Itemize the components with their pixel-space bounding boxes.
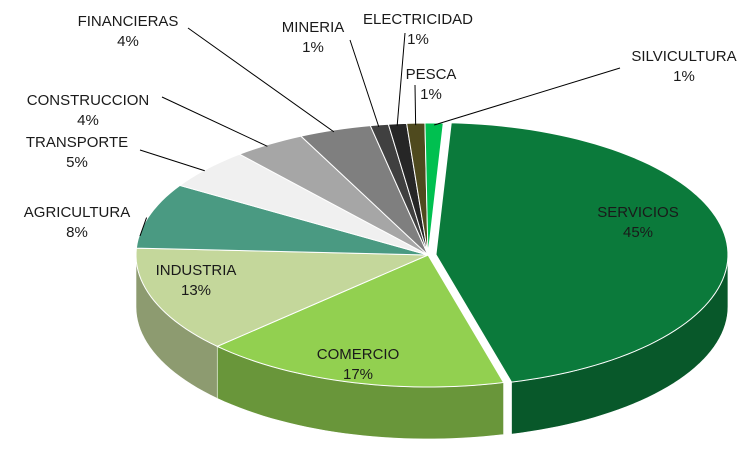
slice-label: MINERIA	[282, 19, 345, 36]
slice-label: SILVICULTURA	[631, 48, 736, 65]
slice-label: ELECTRICIDAD	[363, 11, 473, 28]
leader-line	[139, 149, 205, 172]
slice-label: FINANCIERAS	[78, 13, 179, 30]
slice-value-label: 1%	[420, 86, 442, 103]
slice-value-label: 4%	[77, 112, 99, 129]
slice-value-label: 17%	[343, 366, 373, 383]
slice-label: COMERCIO	[317, 346, 400, 363]
pie-slice	[135, 184, 429, 256]
slice-label: CONSTRUCCION	[27, 92, 150, 109]
slice-label: INDUSTRIA	[156, 262, 237, 279]
leader-line	[187, 27, 335, 133]
pie-slice	[299, 125, 429, 256]
slice-value-label: 8%	[66, 224, 88, 241]
leader-line	[139, 217, 148, 237]
slice-label: SERVICIOS	[597, 204, 678, 221]
leader-line	[349, 39, 380, 128]
slice-label: AGRICULTURA	[24, 204, 130, 221]
leader-line	[414, 84, 417, 126]
slice-value-label: 1%	[673, 68, 695, 85]
leader-line	[434, 67, 621, 126]
slice-value-label: 1%	[407, 31, 429, 48]
slice-value-label: 45%	[623, 224, 653, 241]
slice-value-label: 13%	[181, 282, 211, 299]
pie-slice	[424, 122, 444, 256]
pie-slice	[238, 135, 429, 256]
slice-label: PESCA	[406, 66, 457, 83]
slice-label: TRANSPORTE	[26, 134, 128, 151]
slice-value-label: 5%	[66, 154, 88, 171]
pie-slice	[216, 254, 505, 388]
leader-line	[396, 32, 406, 126]
slice-value-label: 4%	[117, 33, 139, 50]
pie-slice	[435, 122, 729, 383]
pie-slice	[135, 247, 429, 347]
leader-line	[161, 96, 268, 147]
slice-value-label: 1%	[302, 39, 324, 56]
pie-slice	[178, 153, 429, 256]
